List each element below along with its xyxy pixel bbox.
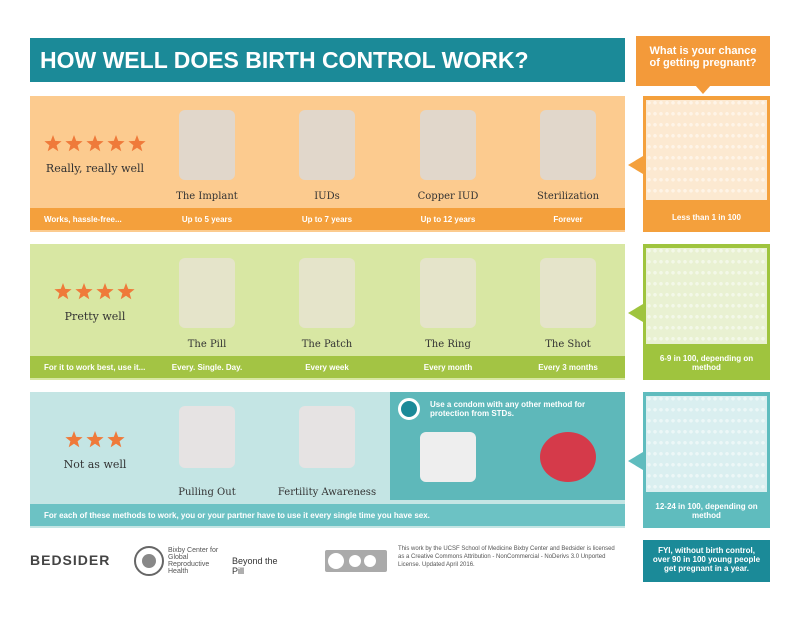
method-name: Copper IUD (417, 191, 479, 202)
star (96, 283, 114, 300)
method-name: The Ring (425, 339, 471, 350)
question: What is your chance of getting pregnant? (636, 36, 770, 86)
chance-pointer (628, 156, 643, 174)
chance-text: 6-9 in 100, depending on method (659, 354, 754, 372)
method-name: The Implant (176, 191, 238, 202)
fyi: FYI, without birth control, over 90 in 1… (643, 540, 770, 582)
star (43, 135, 62, 152)
method-use: Up to 12 years (420, 215, 476, 224)
method-image (420, 258, 476, 328)
tip-ribbon (398, 398, 420, 420)
method-image (299, 110, 355, 180)
tier-strip (30, 504, 625, 526)
method-use: Every week (305, 363, 349, 372)
method-image (299, 406, 355, 468)
method-image (299, 258, 355, 328)
method-name: Pulling Out (178, 487, 236, 498)
method-name: Fertility Awareness (277, 487, 377, 498)
method-use: Every. Single. Day. (171, 363, 243, 372)
star (85, 431, 104, 448)
cc-badge (325, 550, 387, 572)
method-use: Every 3 months (538, 363, 598, 372)
bedsider-logo: BEDSIDER (30, 552, 111, 568)
beyond-logo: Beyond the Pill (232, 556, 278, 576)
method-image (179, 406, 235, 468)
method-use: Up to 5 years (181, 215, 233, 224)
method-name: The Shot (545, 339, 591, 350)
tier-strip (30, 356, 625, 378)
star (75, 283, 93, 300)
method-image (540, 258, 596, 328)
question-pointer (695, 85, 711, 94)
people-grid (646, 100, 767, 200)
tip-text: Use a condom with any other method for p… (430, 400, 586, 418)
star-rating (64, 431, 125, 448)
method-image (540, 432, 596, 482)
star-rating (54, 283, 135, 300)
tier-lead: For each of these methods to work, you o… (44, 511, 430, 520)
tier-lead: For it to work best, use it... (44, 363, 146, 372)
tier-strip (30, 208, 625, 230)
star (127, 135, 146, 152)
method-name: The Patch (301, 339, 353, 350)
method-image (179, 110, 235, 180)
chance-text: 12-24 in 100, depending on method (655, 502, 758, 520)
method-image (420, 110, 476, 180)
tier-lead: Works, hassle-free... (44, 215, 122, 224)
star (64, 135, 83, 152)
tier-label: Not as well (63, 458, 127, 471)
star (106, 135, 125, 152)
star-rating (43, 135, 146, 152)
method-image (179, 258, 235, 328)
tier-label: Pretty well (64, 310, 126, 323)
star (54, 283, 72, 300)
method-use: Forever (553, 215, 583, 224)
star (85, 135, 104, 152)
chance-pointer (628, 304, 643, 322)
method-use: Up to 7 years (301, 215, 353, 224)
people-grid (646, 248, 767, 344)
bixby-logo-mark (134, 546, 164, 576)
chance-text: Less than 1 in 100 (672, 213, 741, 222)
method-name: Sterilization (536, 191, 600, 202)
chance-pointer (628, 452, 643, 470)
method-image (540, 110, 596, 180)
star (117, 283, 135, 300)
method-image (420, 432, 476, 482)
tier-label: Really, really well (45, 162, 145, 175)
method-name: The Pill (187, 339, 227, 350)
method-name: IUDs (314, 191, 340, 202)
method-use: Every month (423, 363, 473, 372)
star (64, 431, 83, 448)
bixby-logo: Bixby Center for Global Reproductive Hea… (168, 547, 219, 575)
license: This work by the UCSF School of Medicine… (398, 546, 615, 568)
title: HOW WELL DOES BIRTH CONTROL WORK? (30, 38, 625, 82)
star (106, 431, 125, 448)
people-grid (646, 396, 767, 492)
